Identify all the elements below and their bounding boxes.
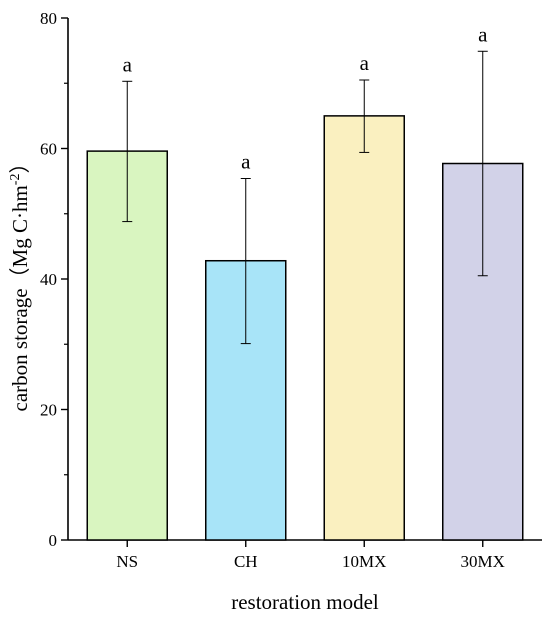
y-axis-title-close: ） xyxy=(8,153,32,174)
y-tick-label: 0 xyxy=(49,531,58,550)
x-tick-label: NS xyxy=(116,552,138,571)
x-tick-label: CH xyxy=(234,552,258,571)
y-tick-label: 40 xyxy=(40,270,57,289)
significance-label: a xyxy=(478,22,488,46)
labels-layer: 0 20 40 60 80 a NS a CH a 10MX a 30MX restoration mod… xyxy=(8,9,505,614)
y-axis-title-superscript: -2 xyxy=(8,174,23,186)
y-axis-title-main: carbon storage（Mg C·hm xyxy=(8,185,32,411)
y-tick-label: 80 xyxy=(40,9,57,28)
significance-label: a xyxy=(123,52,133,76)
bars-layer xyxy=(86,50,524,541)
significance-label: a xyxy=(360,51,370,75)
bar-10mx xyxy=(323,115,405,541)
y-axis-title: carbon storage（Mg C·hm-2） xyxy=(8,153,32,412)
x-tick-label: 30MX xyxy=(461,552,505,571)
y-tick-label: 20 xyxy=(40,401,57,420)
significance-label: a xyxy=(241,150,251,174)
x-axis-title: restoration model xyxy=(231,590,379,614)
x-tick-label: 10MX xyxy=(342,552,386,571)
y-tick-label: 60 xyxy=(40,140,57,159)
